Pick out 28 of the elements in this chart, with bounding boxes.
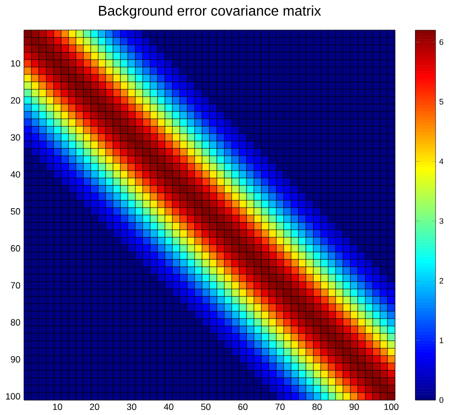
x-tick-label: 10	[53, 403, 62, 410]
y-tick-label: 80	[10, 318, 20, 326]
color-bar-label: 3	[439, 218, 444, 224]
color-bar-label: 2	[440, 278, 444, 284]
color-bar-label: 1	[440, 337, 444, 343]
y-tick-label: 90	[10, 356, 20, 362]
x-tick-label: 40	[164, 403, 174, 410]
y-tick-label: 60	[10, 244, 20, 252]
y-tick-label: 30	[10, 134, 20, 140]
y-tick-label: 100	[6, 392, 20, 400]
y-tick-label: 20	[10, 97, 20, 104]
y-tick-label: 10	[11, 60, 20, 66]
x-tick-label: 90	[350, 403, 359, 410]
color-bar-label: 5	[439, 98, 444, 104]
color-bar-label: 4	[439, 158, 444, 164]
x-tick-label: 60	[238, 403, 248, 410]
x-tick-label: 30	[126, 403, 136, 410]
x-tick-label: 100	[384, 403, 398, 410]
y-tick-label: 50	[10, 208, 20, 214]
color-bar-label: 6	[440, 39, 444, 45]
x-tick-label: 70	[275, 403, 285, 410]
chart-title: Background error covariance matrix	[99, 5, 321, 18]
color-bar-label: 0	[439, 397, 444, 403]
y-tick-label: 70	[10, 282, 20, 288]
x-tick-label: 50	[201, 403, 210, 410]
x-tick-label: 20	[90, 403, 100, 410]
x-tick-label: 80	[312, 403, 322, 410]
y-tick-label: 40	[10, 171, 20, 178]
